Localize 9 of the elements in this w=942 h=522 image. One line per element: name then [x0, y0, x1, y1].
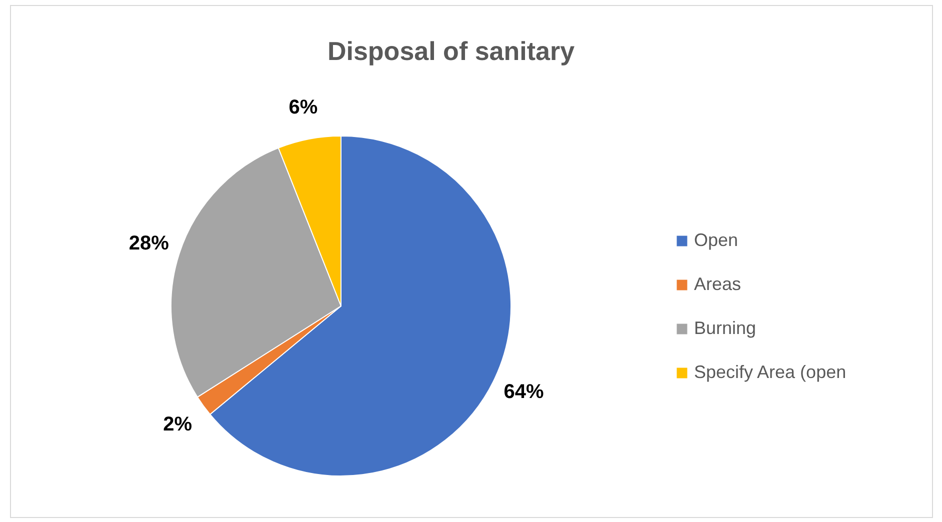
data-label: 6% — [288, 96, 318, 119]
data-label: 64% — [504, 381, 544, 404]
data-label: 28% — [128, 232, 170, 255]
legend-label: Areas — [694, 274, 742, 294]
legend-label: Open — [694, 230, 738, 250]
legend-label: Specify Area (open — [694, 362, 846, 382]
data-label: 2% — [163, 414, 192, 436]
legend-label: Burning — [694, 318, 756, 338]
chart-title: Disposal of sanitary — [327, 36, 576, 66]
